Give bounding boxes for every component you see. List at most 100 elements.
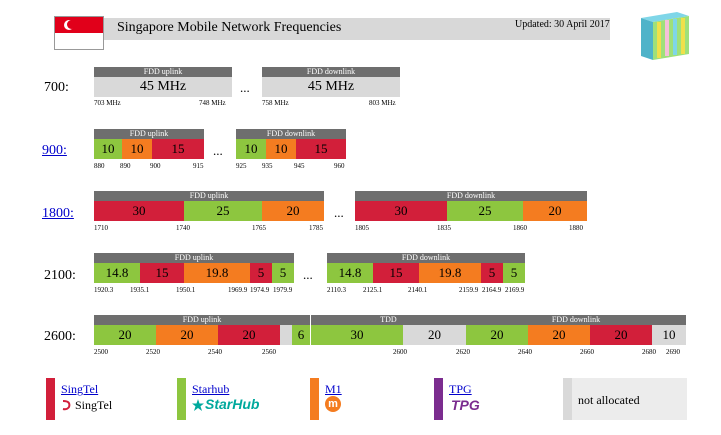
band-1800-down-singtel: 30	[355, 201, 447, 221]
band-2600-tdd-starhub: 30	[311, 325, 403, 345]
band-2600-down-singtel: 20	[590, 325, 652, 345]
band-2100-up-singtel-2: 5	[250, 263, 272, 283]
tick-label: 1880	[569, 224, 583, 232]
band-900-up-starhub: 10	[94, 139, 122, 159]
band-1800-up-m1: 20	[262, 201, 324, 221]
band-900-down-starhub: 10	[236, 139, 266, 159]
band-900-up-singtel: 15	[152, 139, 204, 159]
legend-starhub-link[interactable]: Starhub	[192, 382, 230, 396]
band-2600-up-starhub: 20	[94, 325, 156, 345]
starhub-star-icon	[192, 398, 204, 411]
tick-label: 1860	[513, 224, 527, 232]
singtel-logo-icon	[61, 398, 73, 411]
legend-singtel-swatch	[46, 378, 55, 420]
legend-tpg-link[interactable]: TPG	[449, 382, 472, 396]
updated-date: Updated: 30 April 2017	[515, 19, 610, 30]
tick-label: 1765	[252, 224, 266, 232]
band-2100-gap: ...	[303, 267, 313, 282]
band-2100-up-m1: 19.8	[184, 263, 250, 283]
tick-label: 2110.3	[327, 286, 346, 294]
band-1800-down-starhub: 25	[447, 201, 523, 221]
legend-tpg-swatch	[434, 378, 443, 420]
tick-label: 1805	[355, 224, 369, 232]
tick-label: 2680	[642, 348, 656, 356]
tick-label: 703 MHz	[94, 99, 121, 107]
band-1800-uplink-header: FDD uplink	[94, 191, 324, 201]
band-2100-up-singtel: 15	[140, 263, 184, 283]
header-bar	[96, 18, 610, 40]
tick-label: 880	[94, 162, 105, 170]
band-900-down-m1: 10	[266, 139, 296, 159]
band-1800-down-m1: 20	[523, 201, 587, 221]
tick-label: 2540	[208, 348, 222, 356]
band-900-link[interactable]: 900:	[42, 143, 67, 158]
legend-m1-swatch	[310, 378, 319, 420]
band-2600-downlink-header: FDD downlink	[466, 315, 686, 325]
band-700-uplink-header: FDD uplink	[94, 67, 232, 77]
page-title: Singapore Mobile Network Frequencies	[117, 20, 342, 35]
band-2100-label: 2100:	[44, 268, 76, 283]
tick-label: 1920.3	[94, 286, 114, 294]
band-700-gap: ...	[240, 80, 250, 95]
band-700-uplink-block: 45 MHz	[94, 77, 232, 97]
band-2100-down-singtel: 15	[373, 263, 419, 283]
tick-label: 1710	[94, 224, 108, 232]
tick-label: 2140.1	[408, 286, 428, 294]
tick-label: 2620	[456, 348, 470, 356]
legend-unallocated-box	[563, 378, 687, 420]
legend-m1-link[interactable]: M1	[325, 382, 342, 396]
tick-label: 1950.1	[176, 286, 196, 294]
band-900-down-singtel: 15	[296, 139, 346, 159]
band-2600-down-unallocated: 10	[652, 325, 686, 345]
band-2600-up-m1: 20	[156, 325, 218, 345]
tick-label: 2500	[94, 348, 108, 356]
band-2100-down-starhub-2: 5	[503, 263, 525, 283]
legend-unallocated-swatch	[563, 378, 572, 420]
band-1800-gap: ...	[334, 205, 344, 220]
band-1800-up-starhub: 25	[184, 201, 262, 221]
legend-unallocated-label: not allocated	[578, 393, 640, 407]
tick-label: 1835	[437, 224, 451, 232]
band-2600-uplink-header: FDD uplink	[94, 315, 310, 325]
singapore-flag-icon	[54, 16, 104, 50]
tick-label: 1785	[309, 224, 323, 232]
band-700-label: 700:	[44, 80, 69, 95]
tick-label: 2660	[580, 348, 594, 356]
tick-label: 803 MHz	[369, 99, 396, 107]
tick-label: 945	[294, 162, 305, 170]
legend-starhub-swatch	[177, 378, 186, 420]
tick-label: 915	[193, 162, 204, 170]
tick-label: 1974.9	[250, 286, 270, 294]
tick-label: 758 MHz	[262, 99, 289, 107]
band-2600-tdd-unallocated: 20	[403, 325, 466, 345]
tick-label: 1969.9	[228, 286, 248, 294]
tick-label: 2125.1	[363, 286, 383, 294]
starhub-brand: StarHub	[205, 396, 260, 412]
spectrum-cube-icon	[641, 12, 689, 60]
tpg-logo: TPG	[451, 397, 480, 413]
tick-label: 935	[262, 162, 273, 170]
band-2600-label: 2600:	[44, 329, 76, 344]
band-2100-downlink-header: FDD downlink	[327, 253, 525, 263]
tick-label: 900	[150, 162, 161, 170]
legend-singtel-link[interactable]: SingTel	[61, 382, 99, 396]
tick-label: 2690	[666, 348, 680, 356]
singtel-brand: SingTel	[75, 398, 113, 412]
tick-label: 1935.1	[130, 286, 150, 294]
band-1800-downlink-header: FDD downlink	[355, 191, 587, 201]
tick-label: 960	[334, 162, 345, 170]
band-2600-tdd-header: TDD	[311, 315, 466, 325]
band-2100-down-starhub: 14.8	[327, 263, 373, 283]
band-2600-up-unallocated	[280, 325, 292, 345]
tick-label: 2600	[393, 348, 407, 356]
m1-logo-icon: m	[325, 396, 341, 412]
tick-label: 925	[236, 162, 247, 170]
tick-label: 748 MHz	[199, 99, 226, 107]
tick-label: 2159.9	[459, 286, 479, 294]
tick-label: 1979.9	[273, 286, 293, 294]
tick-label: 2520	[146, 348, 160, 356]
tick-label: 1740	[176, 224, 190, 232]
band-2100-down-m1: 19.8	[419, 263, 481, 283]
band-1800-link[interactable]: 1800:	[42, 206, 74, 221]
band-700-downlink-header: FDD downlink	[262, 67, 400, 77]
